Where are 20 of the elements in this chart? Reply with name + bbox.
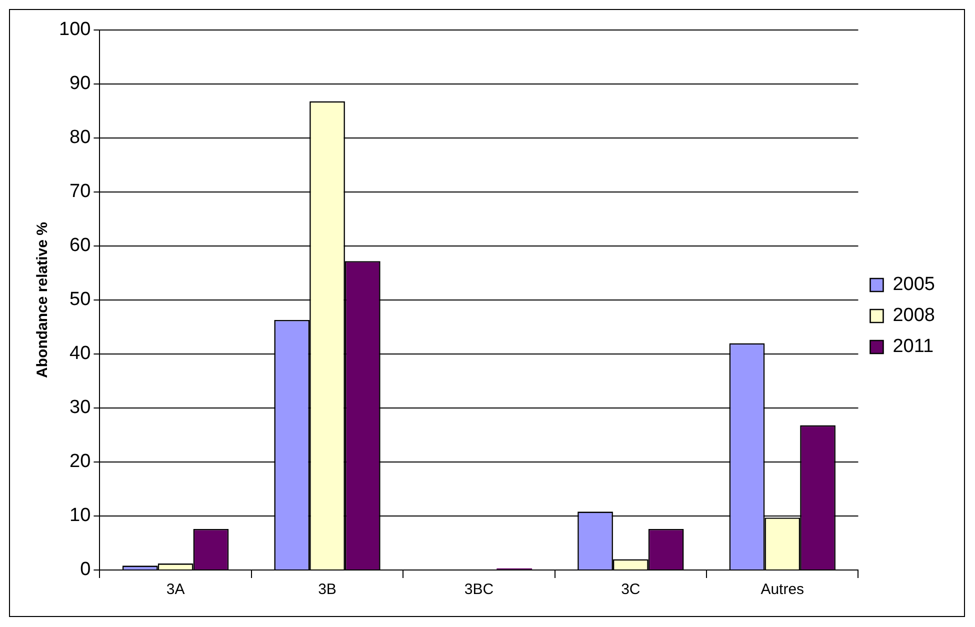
y-tick-label: 50 — [70, 289, 91, 310]
y-tick-label: 40 — [70, 343, 91, 364]
x-tick-label: 3C — [621, 581, 640, 598]
y-tick-label: 10 — [70, 505, 91, 526]
y-tick-label: 20 — [70, 451, 91, 472]
legend-label: 2011 — [892, 336, 934, 358]
y-tick-label: 0 — [80, 559, 91, 580]
legend-label: 2005 — [892, 274, 936, 296]
y-tick-label: 60 — [70, 235, 91, 256]
y-tick-label: 90 — [70, 73, 91, 94]
x-tick-label: 3B — [318, 581, 336, 598]
x-tick-label: 3A — [166, 581, 185, 598]
y-axis-title: Abondance relative % — [34, 222, 52, 378]
legend-label: 2008 — [892, 305, 936, 326]
x-tick-label: 3BC — [464, 581, 494, 598]
y-tick-label: 30 — [70, 397, 91, 418]
x-tick-label: Autres — [760, 581, 804, 598]
y-tick-label: 80 — [70, 127, 91, 148]
y-tick-label: 100 — [59, 19, 91, 40]
y-tick-label: 70 — [70, 181, 91, 202]
